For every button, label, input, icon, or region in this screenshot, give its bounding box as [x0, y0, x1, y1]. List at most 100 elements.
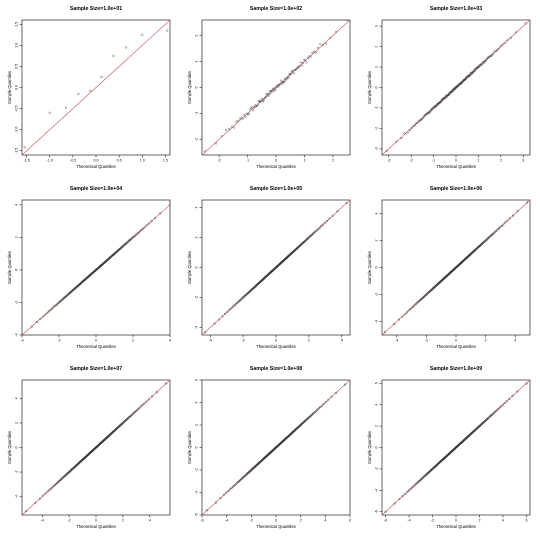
data-point — [336, 210, 339, 213]
x-tick-label: -4 — [41, 519, 44, 523]
chart-title: Sample Size=1.0e+06 — [430, 186, 482, 192]
y-axis-label: Sample Quantiles — [367, 71, 372, 104]
chart-title: Sample Size=1.0e+09 — [430, 366, 482, 372]
data-point — [243, 113, 246, 116]
data-point — [393, 322, 396, 326]
data-point — [430, 108, 433, 111]
data-point — [405, 311, 409, 314]
y-tick-label: -6 — [375, 510, 379, 513]
y-tick-label: 1.5 — [15, 22, 19, 27]
data-point — [487, 416, 490, 419]
plot-area — [202, 20, 350, 155]
data-point — [231, 485, 235, 488]
data-point — [425, 112, 428, 115]
data-point — [406, 131, 409, 134]
y-tick-label: -2 — [375, 127, 379, 130]
data-point — [123, 420, 126, 423]
x-tick-label: 2 — [122, 519, 124, 523]
plot-area — [202, 200, 350, 335]
data-point — [408, 489, 411, 492]
data-point — [255, 105, 258, 108]
data-point — [319, 43, 322, 46]
data-point — [151, 395, 154, 398]
data-point — [64, 106, 68, 109]
data-point — [385, 149, 388, 152]
qq-panel-9: Sample Size=1.0e+09 -6 -4 -2 0 2 4 6 -6 -4 -2 0 2 4 6 T… — [360, 360, 540, 540]
x-tick-label: 4 — [324, 519, 326, 523]
data-point — [327, 398, 330, 401]
y-axis-label: Sample Quantiles — [7, 251, 12, 284]
x-tick-label: -4 — [209, 339, 212, 343]
data-point — [46, 311, 49, 314]
y-axis-label: Sample Quantiles — [187, 251, 192, 284]
data-point — [498, 406, 501, 409]
data-point — [268, 92, 271, 95]
x-axis-label: Theoretical Quantiles — [256, 524, 296, 529]
data-point — [434, 105, 437, 108]
data-point — [61, 476, 64, 479]
x-axis-label: Theoretical Quantiles — [256, 344, 296, 349]
x-tick-label: 0 — [275, 159, 277, 163]
data-point — [410, 126, 413, 130]
data-point — [488, 54, 492, 57]
y-tick-label: -1 — [195, 112, 199, 115]
data-point — [516, 390, 519, 393]
data-point — [227, 490, 230, 493]
data-point — [330, 395, 333, 398]
x-tick-label: 4 — [514, 339, 516, 343]
data-point — [223, 312, 227, 315]
data-point — [65, 473, 68, 476]
x-axis-label: Theoretical Quantiles — [436, 524, 476, 529]
data-point — [395, 140, 398, 143]
data-point — [508, 397, 511, 401]
x-tick-label: -3 — [387, 159, 390, 163]
data-point — [44, 313, 47, 316]
data-point — [325, 42, 328, 45]
data-point — [477, 65, 480, 69]
data-point — [314, 410, 317, 413]
data-point — [44, 492, 47, 495]
data-point — [403, 313, 406, 316]
data-point — [319, 405, 322, 409]
data-point — [47, 310, 51, 313]
qq-plot-svg: Sample Size=1.0e+07 -4 -2 0 2 4 -4 -2 0 2 4 Theoret… — [7, 366, 171, 529]
data-point — [480, 63, 484, 66]
data-point — [270, 91, 273, 94]
data-point — [334, 30, 337, 33]
data-point — [407, 309, 410, 312]
data-point — [505, 400, 508, 403]
qq-panel-4: Sample Size=1.0e+04 -4 -2 0 2 4 -4 -2 0 2 4 Theoret… — [0, 180, 180, 360]
data-point — [487, 236, 490, 240]
chart-title: Sample Size=1.0e+02 — [250, 6, 302, 12]
y-tick-label: 1.0 — [15, 43, 19, 48]
data-point — [224, 129, 227, 131]
x-tick-label: 0 — [455, 159, 457, 163]
y-tick-label: 4 — [15, 204, 19, 206]
y-tick-label: 2 — [375, 425, 379, 427]
data-point — [246, 292, 249, 295]
data-point — [295, 67, 298, 70]
data-point — [273, 87, 276, 90]
data-point — [486, 417, 489, 420]
x-tick-label: -2 — [57, 339, 60, 343]
data-point — [323, 221, 326, 224]
data-point — [89, 89, 92, 92]
data-point — [24, 510, 28, 513]
data-point — [226, 310, 229, 314]
data-point — [516, 209, 519, 212]
data-point — [393, 502, 396, 505]
data-point — [494, 49, 497, 52]
y-tick-label: 0 — [195, 267, 199, 269]
data-point — [417, 119, 420, 122]
data-point — [316, 46, 319, 49]
data-point — [35, 320, 38, 324]
data-point — [141, 403, 144, 407]
data-point — [121, 245, 125, 248]
y-tick-label: 2 — [375, 46, 379, 48]
x-axis-label: Theoretical Quantiles — [76, 344, 116, 349]
x-tick-label: 0 — [275, 339, 277, 343]
y-tick-label: -4 — [15, 495, 19, 498]
y-tick-label: -2 — [195, 468, 199, 471]
data-point — [501, 403, 504, 406]
data-point — [503, 401, 506, 405]
